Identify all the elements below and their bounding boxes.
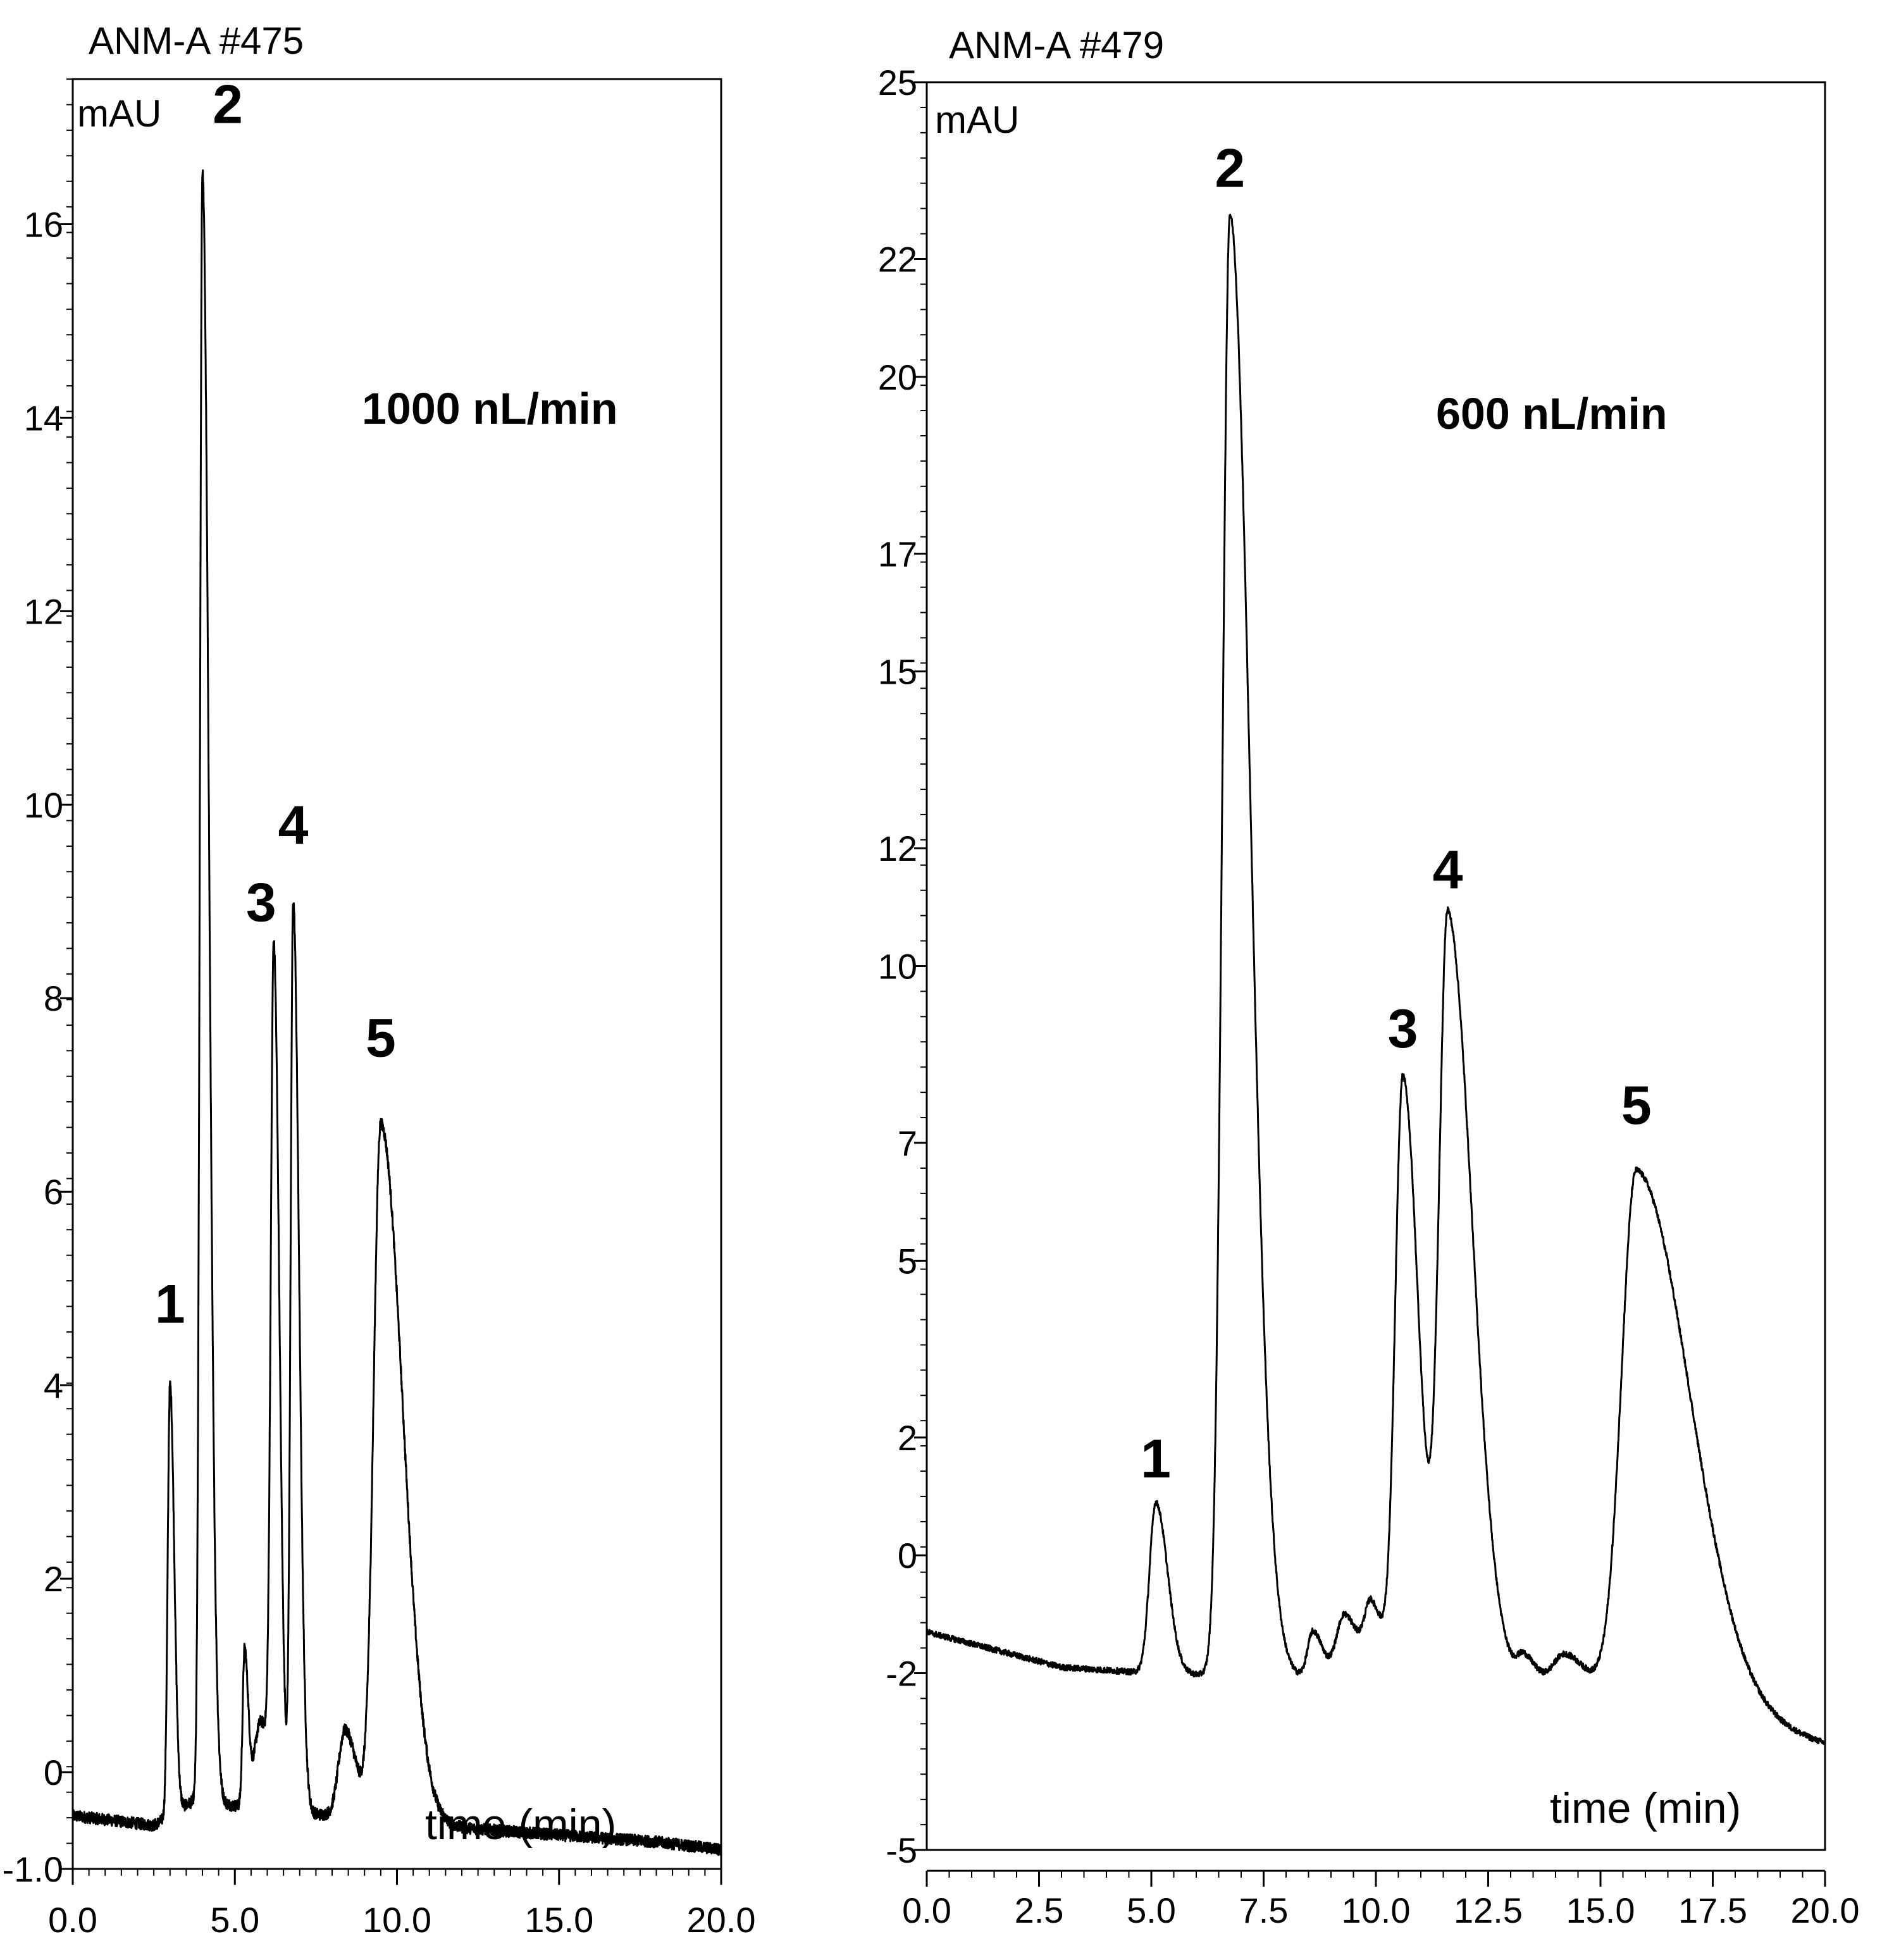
y-tick-label: 22 bbox=[878, 240, 917, 280]
y-tick-label: -5 bbox=[886, 1830, 917, 1870]
x-tick-label: 5.0 bbox=[210, 1900, 259, 1940]
y-tick-label: 12 bbox=[24, 591, 63, 631]
flow-rate-annotation: 600 nL/min bbox=[1436, 389, 1668, 438]
y-tick-label: 4 bbox=[44, 1365, 63, 1405]
x-tick-label: 20.0 bbox=[687, 1900, 756, 1940]
y-tick-label: 12 bbox=[878, 829, 917, 868]
peak-label: 4 bbox=[1433, 839, 1463, 900]
x-tick-label: 17.5 bbox=[1678, 1890, 1747, 1930]
x-tick-label: 0.0 bbox=[902, 1890, 951, 1930]
peak-label: 5 bbox=[366, 1008, 396, 1069]
chromatogram-trace bbox=[925, 213, 1826, 1745]
peak-label: 1 bbox=[1141, 1429, 1171, 1489]
chromatogram-trace bbox=[71, 169, 722, 1856]
y-tick-label: 2 bbox=[44, 1559, 63, 1599]
y-tick-label: 25 bbox=[878, 63, 917, 102]
x-tick-label: 10.0 bbox=[1342, 1890, 1411, 1930]
peak-label: 4 bbox=[278, 795, 309, 856]
x-axis-label: time (min) bbox=[1550, 1784, 1741, 1832]
peak-label: 5 bbox=[1621, 1075, 1652, 1136]
y-tick-label: 10 bbox=[24, 785, 63, 825]
chart-panel-left: ANM-A #475 0.0 5.0 10.0 15.0 20.0 -1.0 0 2 4 6 8 10… bbox=[3, 20, 756, 1940]
chart-title: ANM-A #479 bbox=[949, 24, 1164, 66]
y-tick-label: -1.0 bbox=[3, 1849, 64, 1889]
y-tick-label: 8 bbox=[44, 978, 63, 1018]
peak-label: 2 bbox=[1215, 139, 1245, 199]
y-tick-label: 14 bbox=[24, 398, 63, 438]
x-tick-label: 20.0 bbox=[1791, 1890, 1860, 1930]
y-tick-label: 15 bbox=[878, 652, 917, 692]
y-tick-label: 5 bbox=[898, 1241, 917, 1281]
peak-label: 2 bbox=[213, 74, 243, 135]
y-tick-label: 17 bbox=[878, 534, 917, 574]
chart-panel-right: ANM-A #479 0.0 2.5 5.0 7.5 10.0 12.5 15.0 17.5 2… bbox=[878, 24, 1860, 1930]
y-tick-label: 2 bbox=[898, 1418, 917, 1458]
peak-label: 1 bbox=[155, 1274, 185, 1334]
x-axis-label: time (min) bbox=[425, 1801, 616, 1849]
y-tick-label: 0 bbox=[898, 1536, 917, 1575]
plot-area: 0.0 2.5 5.0 7.5 10.0 12.5 15.0 17.5 20.0-5-20257… bbox=[878, 63, 1860, 1930]
y-tick-label: 10 bbox=[878, 947, 917, 987]
chart-title: ANM-A #475 bbox=[89, 20, 304, 62]
x-tick-label: 15.0 bbox=[1566, 1890, 1635, 1930]
y-axis-unit-label: mAU bbox=[77, 92, 161, 135]
x-tick-label: 12.5 bbox=[1454, 1890, 1523, 1930]
y-tick-label: 7 bbox=[898, 1123, 917, 1163]
x-tick-label: 15.0 bbox=[524, 1900, 593, 1940]
y-tick-label: 6 bbox=[44, 1172, 63, 1212]
peak-label: 3 bbox=[246, 872, 276, 933]
y-tick-label: 0 bbox=[44, 1753, 63, 1792]
x-tick-label: 10.0 bbox=[362, 1900, 431, 1940]
x-tick-label: 7.5 bbox=[1239, 1890, 1289, 1930]
x-tick-label: 5.0 bbox=[1127, 1890, 1176, 1930]
x-tick-label: 0.0 bbox=[48, 1900, 97, 1940]
y-tick-label: 20 bbox=[878, 357, 917, 397]
y-tick-label: -2 bbox=[886, 1654, 917, 1694]
x-tick-label: 2.5 bbox=[1015, 1890, 1064, 1930]
y-tick-label: 16 bbox=[24, 204, 63, 244]
y-axis-unit-label: mAU bbox=[935, 99, 1019, 141]
peak-label: 3 bbox=[1388, 999, 1418, 1059]
flow-rate-annotation: 1000 nL/min bbox=[362, 384, 618, 433]
